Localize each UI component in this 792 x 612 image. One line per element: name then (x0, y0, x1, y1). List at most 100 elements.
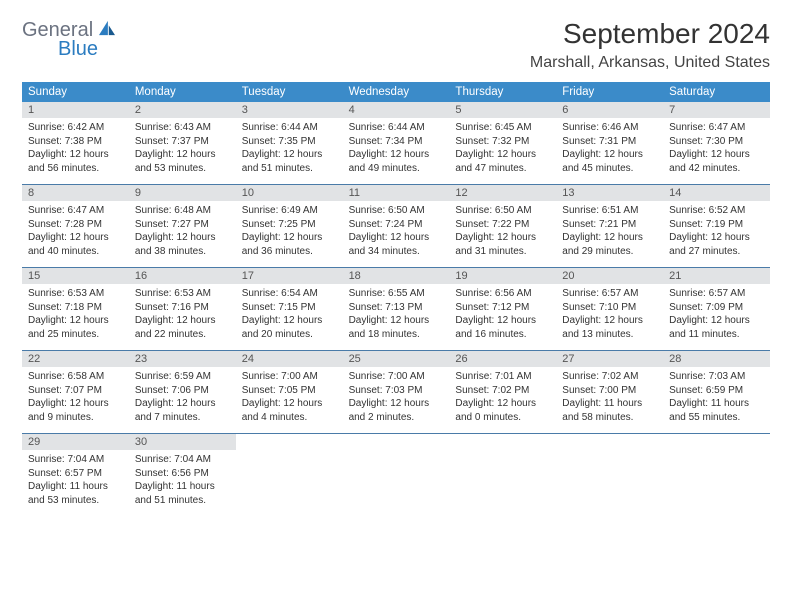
daylight-text: Daylight: 11 hours and 55 minutes. (669, 397, 764, 424)
daylight-text: Daylight: 12 hours and 4 minutes. (242, 397, 337, 424)
sunrise-text: Sunrise: 7:00 AM (349, 370, 444, 384)
sunset-text: Sunset: 7:28 PM (28, 218, 123, 232)
daylight-text: Daylight: 11 hours and 51 minutes. (135, 480, 230, 507)
day-header-wednesday: Wednesday (343, 82, 450, 102)
sunrise-text: Sunrise: 6:52 AM (669, 204, 764, 218)
sunrise-text: Sunrise: 6:45 AM (455, 121, 550, 135)
daylight-text: Daylight: 12 hours and 53 minutes. (135, 148, 230, 175)
sunrise-text: Sunrise: 6:59 AM (135, 370, 230, 384)
day-number: 20 (556, 268, 663, 284)
sunrise-text: Sunrise: 7:04 AM (28, 453, 123, 467)
day-number: 17 (236, 268, 343, 284)
day-number: 30 (129, 434, 236, 450)
day-info: Sunrise: 6:57 AMSunset: 7:10 PMDaylight:… (556, 284, 663, 347)
week-row: 15Sunrise: 6:53 AMSunset: 7:18 PMDayligh… (22, 268, 770, 351)
day-cell: 25Sunrise: 7:00 AMSunset: 7:03 PMDayligh… (343, 351, 450, 433)
sunset-text: Sunset: 7:03 PM (349, 384, 444, 398)
day-header-thursday: Thursday (449, 82, 556, 102)
sunrise-text: Sunrise: 6:58 AM (28, 370, 123, 384)
day-info: Sunrise: 6:54 AMSunset: 7:15 PMDaylight:… (236, 284, 343, 347)
day-info: Sunrise: 6:53 AMSunset: 7:16 PMDaylight:… (129, 284, 236, 347)
day-cell: 12Sunrise: 6:50 AMSunset: 7:22 PMDayligh… (449, 185, 556, 267)
day-cell: 9Sunrise: 6:48 AMSunset: 7:27 PMDaylight… (129, 185, 236, 267)
sunset-text: Sunset: 6:56 PM (135, 467, 230, 481)
day-cell: 22Sunrise: 6:58 AMSunset: 7:07 PMDayligh… (22, 351, 129, 433)
daylight-text: Daylight: 12 hours and 16 minutes. (455, 314, 550, 341)
day-cell (663, 434, 770, 516)
day-header-tuesday: Tuesday (236, 82, 343, 102)
day-number: 16 (129, 268, 236, 284)
day-info: Sunrise: 6:55 AMSunset: 7:13 PMDaylight:… (343, 284, 450, 347)
day-number: 4 (343, 102, 450, 118)
week-row: 29Sunrise: 7:04 AMSunset: 6:57 PMDayligh… (22, 434, 770, 516)
day-info: Sunrise: 6:58 AMSunset: 7:07 PMDaylight:… (22, 367, 129, 430)
sunrise-text: Sunrise: 6:50 AM (455, 204, 550, 218)
weeks-container: 1Sunrise: 6:42 AMSunset: 7:38 PMDaylight… (22, 102, 770, 516)
sunset-text: Sunset: 7:15 PM (242, 301, 337, 315)
daylight-text: Daylight: 12 hours and 11 minutes. (669, 314, 764, 341)
daylight-text: Daylight: 12 hours and 7 minutes. (135, 397, 230, 424)
day-cell: 27Sunrise: 7:02 AMSunset: 7:00 PMDayligh… (556, 351, 663, 433)
day-header-sunday: Sunday (22, 82, 129, 102)
day-info: Sunrise: 7:04 AMSunset: 6:57 PMDaylight:… (22, 450, 129, 513)
day-info: Sunrise: 6:48 AMSunset: 7:27 PMDaylight:… (129, 201, 236, 264)
sunrise-text: Sunrise: 6:46 AM (562, 121, 657, 135)
daylight-text: Daylight: 12 hours and 13 minutes. (562, 314, 657, 341)
daylight-text: Daylight: 12 hours and 47 minutes. (455, 148, 550, 175)
logo-blue-text: Blue (58, 39, 116, 59)
location-text: Marshall, Arkansas, United States (530, 54, 770, 72)
day-cell: 17Sunrise: 6:54 AMSunset: 7:15 PMDayligh… (236, 268, 343, 350)
sunset-text: Sunset: 7:27 PM (135, 218, 230, 232)
daylight-text: Daylight: 12 hours and 18 minutes. (349, 314, 444, 341)
sunrise-text: Sunrise: 7:01 AM (455, 370, 550, 384)
sunset-text: Sunset: 7:25 PM (242, 218, 337, 232)
day-info: Sunrise: 7:04 AMSunset: 6:56 PMDaylight:… (129, 450, 236, 513)
week-row: 8Sunrise: 6:47 AMSunset: 7:28 PMDaylight… (22, 185, 770, 268)
page-title: September 2024 (530, 18, 770, 50)
day-number: 18 (343, 268, 450, 284)
day-cell: 11Sunrise: 6:50 AMSunset: 7:24 PMDayligh… (343, 185, 450, 267)
day-cell (236, 434, 343, 516)
day-info: Sunrise: 6:49 AMSunset: 7:25 PMDaylight:… (236, 201, 343, 264)
day-cell: 18Sunrise: 6:55 AMSunset: 7:13 PMDayligh… (343, 268, 450, 350)
logo-sail-icon (98, 20, 116, 36)
week-row: 1Sunrise: 6:42 AMSunset: 7:38 PMDaylight… (22, 102, 770, 185)
sunrise-text: Sunrise: 6:44 AM (242, 121, 337, 135)
sunrise-text: Sunrise: 6:42 AM (28, 121, 123, 135)
week-row: 22Sunrise: 6:58 AMSunset: 7:07 PMDayligh… (22, 351, 770, 434)
day-cell: 1Sunrise: 6:42 AMSunset: 7:38 PMDaylight… (22, 102, 129, 184)
day-number: 25 (343, 351, 450, 367)
day-cell: 8Sunrise: 6:47 AMSunset: 7:28 PMDaylight… (22, 185, 129, 267)
day-cell: 5Sunrise: 6:45 AMSunset: 7:32 PMDaylight… (449, 102, 556, 184)
day-info: Sunrise: 6:51 AMSunset: 7:21 PMDaylight:… (556, 201, 663, 264)
daylight-text: Daylight: 12 hours and 36 minutes. (242, 231, 337, 258)
sunset-text: Sunset: 7:37 PM (135, 135, 230, 149)
day-number: 19 (449, 268, 556, 284)
day-cell: 29Sunrise: 7:04 AMSunset: 6:57 PMDayligh… (22, 434, 129, 516)
sunset-text: Sunset: 7:00 PM (562, 384, 657, 398)
sunset-text: Sunset: 7:34 PM (349, 135, 444, 149)
day-cell: 2Sunrise: 6:43 AMSunset: 7:37 PMDaylight… (129, 102, 236, 184)
sunrise-text: Sunrise: 7:02 AM (562, 370, 657, 384)
day-cell: 14Sunrise: 6:52 AMSunset: 7:19 PMDayligh… (663, 185, 770, 267)
day-number: 28 (663, 351, 770, 367)
day-cell (343, 434, 450, 516)
day-info: Sunrise: 6:56 AMSunset: 7:12 PMDaylight:… (449, 284, 556, 347)
day-number: 14 (663, 185, 770, 201)
day-headers-row: Sunday Monday Tuesday Wednesday Thursday… (22, 82, 770, 102)
sunset-text: Sunset: 7:19 PM (669, 218, 764, 232)
day-info: Sunrise: 6:43 AMSunset: 7:37 PMDaylight:… (129, 118, 236, 181)
sunset-text: Sunset: 7:30 PM (669, 135, 764, 149)
sunrise-text: Sunrise: 6:47 AM (28, 204, 123, 218)
daylight-text: Daylight: 12 hours and 34 minutes. (349, 231, 444, 258)
daylight-text: Daylight: 12 hours and 49 minutes. (349, 148, 444, 175)
day-number: 15 (22, 268, 129, 284)
day-info: Sunrise: 6:57 AMSunset: 7:09 PMDaylight:… (663, 284, 770, 347)
daylight-text: Daylight: 12 hours and 9 minutes. (28, 397, 123, 424)
title-block: September 2024 Marshall, Arkansas, Unite… (530, 18, 770, 72)
day-info: Sunrise: 6:52 AMSunset: 7:19 PMDaylight:… (663, 201, 770, 264)
day-number: 5 (449, 102, 556, 118)
sunset-text: Sunset: 7:05 PM (242, 384, 337, 398)
sunset-text: Sunset: 7:24 PM (349, 218, 444, 232)
day-number: 11 (343, 185, 450, 201)
